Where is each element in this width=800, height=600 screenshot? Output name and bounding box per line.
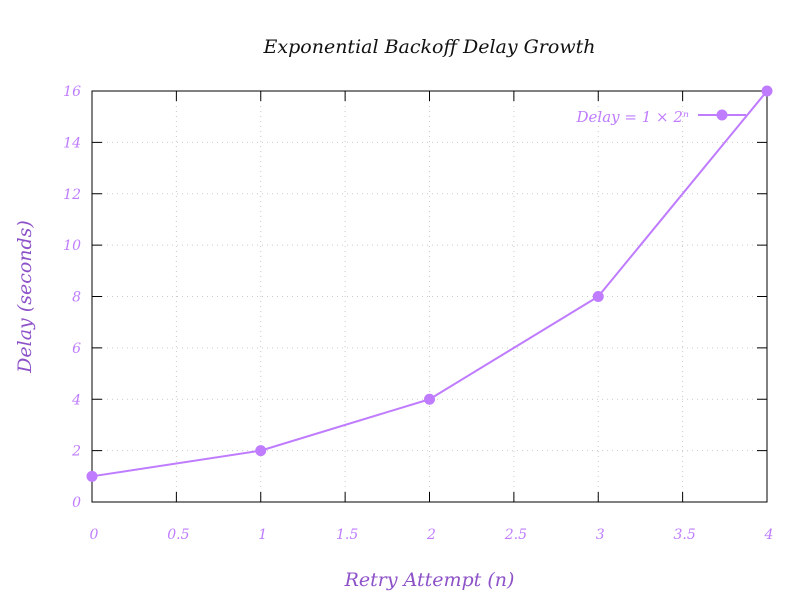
legend: Delay = 1 × 2ⁿ xyxy=(576,108,746,126)
y-tick-label: 8 xyxy=(72,290,81,306)
x-tick-label: 3 xyxy=(596,527,605,543)
y-axis-label: Delay (seconds) xyxy=(14,220,36,374)
y-tick-label: 4 xyxy=(71,392,81,408)
y-tick-label: 16 xyxy=(63,84,81,100)
y-tick-label: 2 xyxy=(71,444,81,460)
y-tick-label: 6 xyxy=(72,341,81,357)
x-tick-label: 3.5 xyxy=(673,527,695,543)
series-line xyxy=(91,90,768,478)
grid-layer xyxy=(91,90,768,503)
x-tick-label: 2 xyxy=(426,527,436,543)
x-tick-label: 1.5 xyxy=(336,527,358,543)
data-point xyxy=(255,445,267,457)
y-tick-label: 10 xyxy=(63,238,81,254)
tick-layer: 0 0.5 1 1.5 2 2.5 3 3.5 4 0 2 4 6 8 10 12 14 16 xyxy=(63,84,773,543)
x-tick-label: 0 xyxy=(90,527,99,543)
data-layer xyxy=(86,85,773,482)
data-point xyxy=(86,470,98,482)
y-tick-label: 0 xyxy=(72,495,81,511)
x-tick-label: 1 xyxy=(258,527,267,543)
y-tick-label: 12 xyxy=(63,187,81,203)
x-tick-label: 0.5 xyxy=(167,527,189,543)
x-axis-label: Retry Attempt (n) xyxy=(344,569,515,591)
y-tick-label: 14 xyxy=(63,135,81,151)
x-tick-label: 4 xyxy=(764,527,774,543)
chart-title: Exponential Backoff Delay Growth xyxy=(263,36,596,58)
data-point xyxy=(761,85,773,97)
data-point xyxy=(592,291,604,302)
legend-label: Delay = 1 × 2ⁿ xyxy=(576,108,690,126)
x-tick-label: 2.5 xyxy=(504,527,527,543)
legend-marker xyxy=(716,109,728,121)
data-point xyxy=(424,393,435,405)
